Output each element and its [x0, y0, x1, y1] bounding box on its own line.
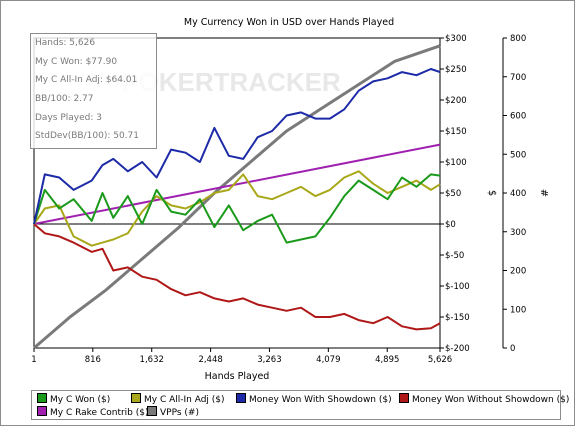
y-axis-left-label: $	[486, 190, 497, 196]
y-axis-right-label: #	[538, 189, 549, 197]
y-tick-label: $200	[445, 96, 467, 106]
legend-label: My C All-In Adj ($)	[144, 395, 225, 405]
watermark: POKERTRACKER	[121, 67, 341, 97]
legend: My C Won ($) My C All-In Adj ($) Money W…	[31, 390, 569, 420]
legend-swatch	[131, 393, 141, 403]
legend-swatch	[37, 393, 47, 403]
y-tick-label: $-150	[445, 313, 470, 323]
x-tick-label: 4,895	[375, 355, 399, 365]
x-tick-label: 5,626	[428, 355, 452, 365]
series-line-money-won-with-showdown	[33, 68, 441, 225]
y2-tick-label: 300	[510, 228, 526, 238]
y2-tick-label: 100	[510, 305, 526, 315]
chart-title: My Currency Won in USD over Hands Played	[184, 17, 394, 28]
y2-tick-label: 600	[510, 112, 526, 122]
legend-label: My C Rake Contrib ($)	[50, 408, 149, 418]
series-line-my-c-rake-contrib	[33, 143, 441, 225]
y-tick-label: $0	[445, 220, 456, 230]
y2-tick-label: 800	[510, 34, 526, 44]
y-axis-left: $300 $250 $200 $150 $100 $50 $0 $-50 $-100 $-150 $…	[440, 34, 470, 354]
legend-label: Money Won With Showdown ($)	[249, 395, 392, 405]
y-tick-label: $50	[445, 189, 461, 199]
legend-item-my-c-won[interactable]: My C Won ($)	[37, 393, 110, 405]
y-tick-label: $-200	[445, 344, 470, 354]
stat-hands: Hands: 5,626	[35, 38, 96, 48]
y-tick-label: $300	[445, 34, 467, 44]
x-tick-label: 1,632	[140, 355, 164, 365]
y-tick-label: $150	[445, 127, 467, 137]
y-tick-label: $100	[445, 158, 467, 168]
y2-tick-label: 400	[510, 189, 526, 199]
series-group	[33, 44, 441, 350]
x-axis-label: Hands Played	[205, 371, 270, 382]
stat-bb100: BB/100: 2.77	[35, 94, 94, 105]
legend-item-all-in-adj[interactable]: My C All-In Adj ($)	[131, 393, 225, 405]
y2-tick-label: 500	[510, 150, 526, 160]
x-tick-label: 816	[85, 355, 101, 365]
y2-tick-label: 200	[510, 267, 526, 277]
legend-swatch	[37, 406, 47, 416]
legend-swatch	[236, 393, 246, 403]
y-axis-right: 800 700 600 500 400 300 200 100 0	[502, 34, 526, 354]
legend-item-rake-contrib[interactable]: My C Rake Contrib ($)	[37, 406, 149, 418]
x-tick-label: 1	[31, 355, 36, 365]
y2-tick-label: 0	[510, 344, 515, 354]
y2-tick-label: 700	[510, 73, 526, 83]
y-tick-label: $-50	[445, 251, 464, 261]
series-line-my-c-won	[33, 173, 441, 244]
legend-label: VPPs (#)	[160, 408, 199, 418]
x-tick-label: 4,079	[316, 355, 340, 365]
stat-days: Days Played: 3	[35, 112, 102, 123]
legend-label: Money Won Without Showdown ($)	[412, 395, 570, 405]
legend-swatch	[399, 393, 409, 403]
stats-box: Hands: 5,626 My C Won: $77.90 My C All-I…	[30, 33, 157, 149]
legend-swatch	[147, 406, 157, 416]
y-tick-label: $-100	[445, 282, 470, 292]
series-line-money-won-without-showdown	[33, 223, 441, 331]
x-axis: 1 816 1,632 2,448 3,263 4,079 4,895 5,626	[31, 348, 452, 365]
x-tick-label: 3,263	[257, 355, 281, 365]
legend-item-vpps[interactable]: VPPs (#)	[147, 406, 199, 418]
stat-stddev: StdDev(BB/100): 50.71	[35, 131, 139, 142]
stat-allin: My C All-In Adj: $64.01	[35, 75, 138, 86]
legend-item-without-showdown[interactable]: Money Won Without Showdown ($)	[399, 393, 569, 405]
series-line-vpps	[33, 44, 441, 350]
series-line-my-c-all-in-adj	[33, 170, 441, 247]
x-tick-label: 2,448	[198, 355, 222, 365]
legend-label: My C Won ($)	[50, 395, 111, 405]
legend-item-with-showdown[interactable]: Money Won With Showdown ($)	[236, 393, 392, 405]
y-tick-label: $250	[445, 65, 467, 75]
stat-won: My C Won: $77.90	[35, 56, 118, 67]
